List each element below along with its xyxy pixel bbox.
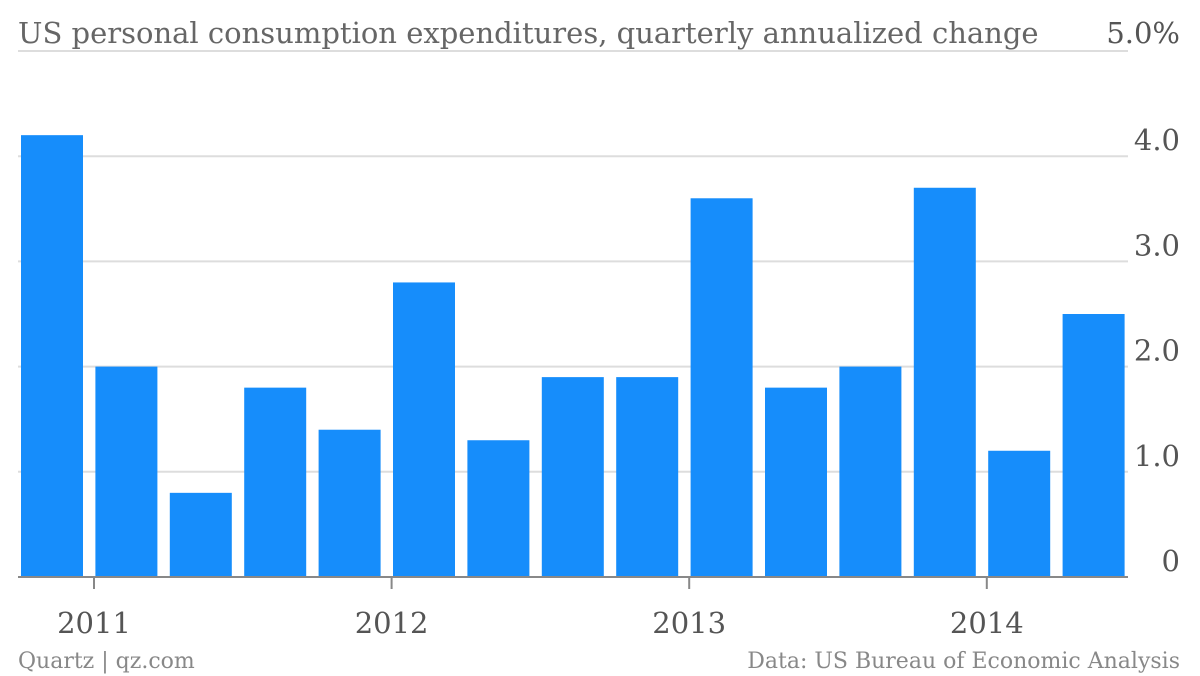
y-tick-label: 5.0% (1106, 16, 1180, 50)
bar (21, 135, 83, 577)
bar (244, 387, 307, 577)
bar (467, 440, 530, 577)
bar (318, 429, 381, 577)
chart-title: US personal consumption expenditures, qu… (18, 16, 1039, 50)
y-tick-label: 4.0 (1134, 123, 1180, 157)
x-tick-label: 2014 (950, 606, 1024, 640)
bar (913, 187, 976, 577)
bar (988, 450, 1051, 577)
x-axis: 2011 2012 2013 2014 (18, 576, 1128, 640)
bar (690, 198, 753, 577)
y-tick-label: 3.0 (1134, 228, 1180, 262)
y-tick-label: 2.0 (1134, 334, 1180, 368)
x-tick-label: 2013 (652, 606, 726, 640)
bars (21, 135, 1125, 577)
bar (1062, 314, 1125, 577)
bar (765, 387, 827, 577)
bar (541, 377, 604, 577)
x-tick-label: 2011 (57, 606, 131, 640)
bar (616, 377, 679, 577)
y-tick-label: 1.0 (1134, 439, 1180, 473)
x-tick-label: 2012 (355, 606, 429, 640)
bar (95, 366, 158, 577)
y-tick-label: 0 (1162, 544, 1180, 578)
footer-source-right: Data: US Bureau of Economic Analysis (747, 649, 1180, 674)
y-tick-labels: 0 1.0 2.0 3.0 4.0 5.0% (1106, 16, 1180, 578)
bar (839, 366, 902, 577)
footer-source-left: Quartz | qz.com (18, 649, 195, 674)
bar (393, 282, 455, 577)
bar (169, 492, 232, 577)
